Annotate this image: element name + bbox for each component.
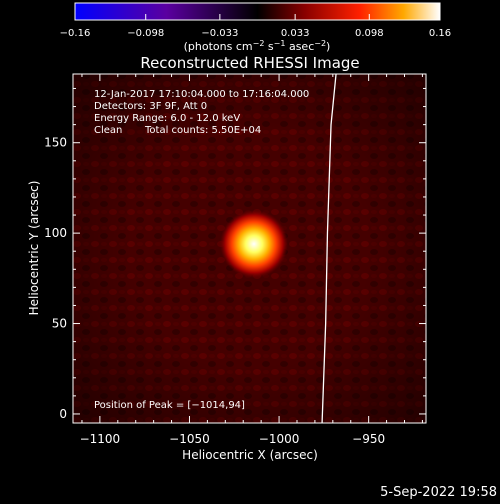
flare-source <box>219 209 288 278</box>
colorbar-tick-label: −0.098 <box>127 28 164 39</box>
colorbar-tick-label: −0.033 <box>201 28 238 39</box>
chart-title: Reconstructed RHESSI Image <box>140 54 359 72</box>
y-tick-label: 100 <box>44 226 67 240</box>
solar-limb-curve <box>321 74 337 423</box>
x-tick-label: −1000 <box>259 432 300 446</box>
colorbar-tick-label: −0.16 <box>60 28 91 39</box>
y-tick-label: 150 <box>44 136 67 150</box>
x-tick-label: −1100 <box>80 432 121 446</box>
annotation-time: 12-Jan-2017 17:10:04.000 to 17:16:04.000 <box>94 89 309 100</box>
annotation-counts: Total counts: 5.50E+04 <box>144 125 261 136</box>
x-tick-label: −1050 <box>169 432 210 446</box>
annotation-energy: Energy Range: 6.0 - 12.0 keV <box>94 113 240 124</box>
y-tick-label: 0 <box>59 407 67 421</box>
x-axis-label: Heliocentric X (arcsec) <box>182 448 318 462</box>
annotation-peak: Position of Peak = [−1014,94] <box>94 400 245 411</box>
colorbar-tick-label: 0.098 <box>355 28 384 39</box>
colorbar <box>74 2 441 21</box>
annotation-detectors: Detectors: 3F 9F, Att 0 <box>94 101 207 112</box>
timestamp: 5-Sep-2022 19:58 <box>380 485 497 500</box>
colorbar-tick-label: 0.16 <box>429 28 451 39</box>
plot-frame <box>72 73 427 424</box>
colorbar-unit: (photons cm−2 s−1 asec−2) <box>184 39 331 53</box>
colorbar-ticks: −0.16 −0.098 −0.033 0.033 0.098 0.16 <box>60 14 451 39</box>
colorbar-tick-label: 0.033 <box>281 28 310 39</box>
image-area <box>73 74 426 423</box>
x-axis-ticks: −1100 −1050 −1000 −950 <box>80 74 423 446</box>
y-tick-label: 50 <box>52 317 67 331</box>
y-axis-label: Heliocentric Y (arcsec) <box>27 181 41 316</box>
y-axis-ticks: 0 50 100 150 <box>44 87 426 421</box>
x-tick-label: −950 <box>352 432 385 446</box>
annotation-clean: Clean <box>94 125 122 136</box>
